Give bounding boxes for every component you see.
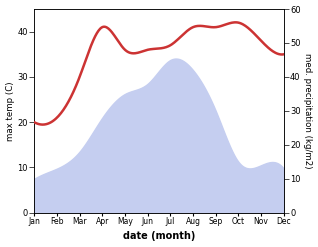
X-axis label: date (month): date (month) — [123, 231, 195, 242]
Y-axis label: med. precipitation (kg/m2): med. precipitation (kg/m2) — [303, 53, 313, 169]
Y-axis label: max temp (C): max temp (C) — [5, 81, 15, 141]
